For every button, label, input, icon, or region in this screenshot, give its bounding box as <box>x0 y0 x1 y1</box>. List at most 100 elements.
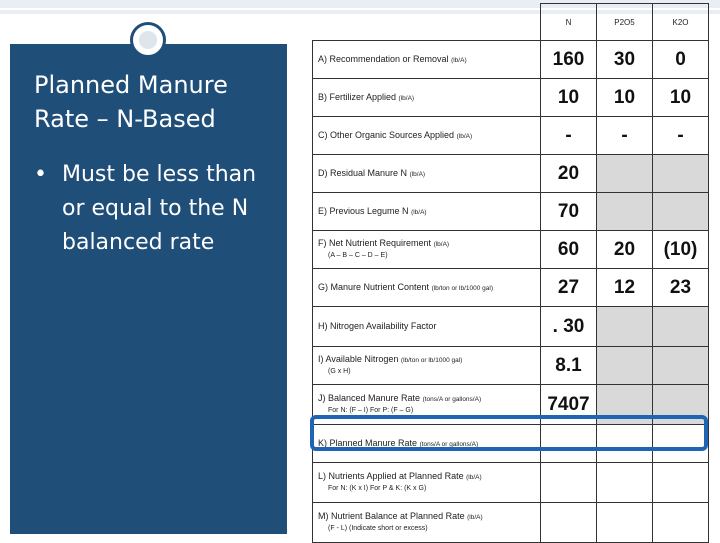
value-text: 7407 <box>547 393 590 415</box>
row-unit-text: (lb/A) <box>456 132 473 140</box>
row-unit-text: (lb/ton or lb/1000 gal) <box>400 357 463 364</box>
value-cell: 10 <box>596 78 653 117</box>
decorative-circle-icon <box>130 22 166 58</box>
row-unit-text: (tons/A or gallons/A) <box>422 396 482 403</box>
value-cell <box>596 346 653 385</box>
row-unit-text: (lb/A) <box>467 514 483 521</box>
row-label: L) Nutrients Applied at Planned Rate (lb… <box>312 462 541 503</box>
value-cell <box>596 192 653 231</box>
value-cell <box>652 502 709 543</box>
row-formula-text: (F - L) (Indicate short or excess) <box>328 525 428 532</box>
row-label-text: D) Residual Manure N <box>318 167 408 178</box>
row-label: A) Recommendation or Removal (lb/A) <box>312 40 541 79</box>
value-cell: 12 <box>596 268 653 307</box>
row-label-text: F) Net Nutrient Requirement <box>318 238 432 248</box>
value-text: 23 <box>669 276 692 298</box>
row-label: B) Fertilizer Applied (lb/A) <box>312 78 541 117</box>
row-unit-text: (lb/A) <box>433 241 450 248</box>
table-row: H) Nitrogen Availability Factor . 30 <box>312 306 709 347</box>
header-blank-cell <box>313 4 541 41</box>
row-label-text: E) Previous Legume N <box>318 205 409 216</box>
table-row: F) Net Nutrient Requirement (lb/A) (A – B… <box>312 230 709 269</box>
manure-rate-table: N P2O5 K2O A) Recommendation or Removal … <box>312 3 709 543</box>
bullet-text: Must be less than or equal to the N bala… <box>62 162 257 255</box>
value-cell: 70 <box>540 192 597 231</box>
row-label-text: H) Nitrogen Availability Factor <box>318 320 437 331</box>
value-text: 8.1 <box>555 354 582 376</box>
table-row: C) Other Organic Sources Applied (lb/A) -… <box>312 116 709 155</box>
bullet-point: • Must be less than or equal to the N ba… <box>34 158 279 260</box>
value-cell <box>652 462 709 503</box>
value-cell: 60 <box>540 230 597 269</box>
value-text: (10) <box>663 238 698 260</box>
value-text: 60 <box>557 238 580 260</box>
value-cell: - <box>540 116 597 155</box>
value-text: - <box>621 124 628 146</box>
value-cell: 30 <box>596 40 653 79</box>
value-cell <box>596 306 653 347</box>
table-row: K) Planned Manure Rate (tons/A or gallon… <box>312 424 709 463</box>
value-cell <box>540 424 597 463</box>
value-text: 0 <box>675 48 686 70</box>
decorative-circle-inner <box>139 31 157 49</box>
table-row: G) Manure Nutrient Content (lb/ton or lb… <box>312 268 709 307</box>
header-p2o5: P2O5 <box>596 3 653 41</box>
row-label-text: K) Planned Manure Rate <box>318 437 418 448</box>
bullet-dot-icon: • <box>34 162 47 187</box>
header-n: N <box>540 3 597 41</box>
table-row: A) Recommendation or Removal (lb/A) 160 30… <box>312 40 709 79</box>
planned-rate-highlight <box>310 415 708 451</box>
header-k2o: K2O <box>652 3 709 41</box>
row-formula-text: For N: (F – I) For P: (F – G) <box>328 407 414 414</box>
row-label: C) Other Organic Sources Applied (lb/A) <box>312 116 541 155</box>
row-label: D) Residual Manure N (lb/A) <box>312 154 541 193</box>
value-cell <box>652 346 709 385</box>
header-row: N P2O5 K2O <box>313 3 709 41</box>
value-cell <box>652 424 709 463</box>
value-cell: 10 <box>540 78 597 117</box>
table-row: B) Fertilizer Applied (lb/A) 10 10 10 <box>312 78 709 117</box>
value-text: 20 <box>613 238 636 260</box>
value-cell <box>596 154 653 193</box>
value-cell <box>652 306 709 347</box>
row-formula-text: (A – B – C – D – E) <box>328 252 388 259</box>
row-label-text: I) Available Nitrogen <box>318 354 399 364</box>
row-label-text: C) Other Organic Sources Applied <box>318 129 455 140</box>
value-cell <box>652 192 709 231</box>
row-unit-text: (lb/A) <box>451 56 467 64</box>
panel-divider <box>287 44 311 534</box>
value-text: 160 <box>552 48 585 70</box>
value-cell: 27 <box>540 268 597 307</box>
row-unit-text: (lb/A) <box>411 208 427 216</box>
value-text: 10 <box>557 86 580 108</box>
row-label-text: A) Recommendation or Removal <box>318 53 449 64</box>
value-cell: . 30 <box>540 306 597 347</box>
value-cell: 160 <box>540 40 597 79</box>
value-text: 10 <box>669 86 692 108</box>
value-text: 27 <box>557 276 580 298</box>
row-label-text: G) Manure Nutrient Content <box>318 281 430 292</box>
table-row: I) Available Nitrogen (lb/ton or lb/1000… <box>312 346 709 385</box>
value-cell: 10 <box>652 78 709 117</box>
row-unit-text: (lb/A) <box>466 474 482 481</box>
value-cell: 20 <box>540 154 597 193</box>
value-cell <box>596 502 653 543</box>
top-decor-line <box>0 8 720 10</box>
value-text: 10 <box>613 86 636 108</box>
table-row: E) Previous Legume N (lb/A) 70 <box>312 192 709 231</box>
table-row: M) Nutrient Balance at Planned Rate (lb/… <box>312 502 709 543</box>
value-cell: 20 <box>596 230 653 269</box>
row-unit-text: (lb/ton or lb/1000 gal) <box>431 284 494 292</box>
value-cell: - <box>596 116 653 155</box>
value-text: 12 <box>613 276 636 298</box>
header-k2o-text: K2O <box>672 17 689 27</box>
value-text: 70 <box>557 200 580 222</box>
row-label: M) Nutrient Balance at Planned Rate (lb/… <box>312 502 541 543</box>
row-unit-text: (tons/A or gallons/A) <box>419 440 479 448</box>
value-text: - <box>677 124 684 146</box>
row-label: I) Available Nitrogen (lb/ton or lb/1000… <box>312 346 541 385</box>
value-text: 30 <box>613 48 636 70</box>
value-cell: (10) <box>652 230 709 269</box>
row-label: G) Manure Nutrient Content (lb/ton or lb… <box>312 268 541 307</box>
table-row: D) Residual Manure N (lb/A) 20 <box>312 154 709 193</box>
